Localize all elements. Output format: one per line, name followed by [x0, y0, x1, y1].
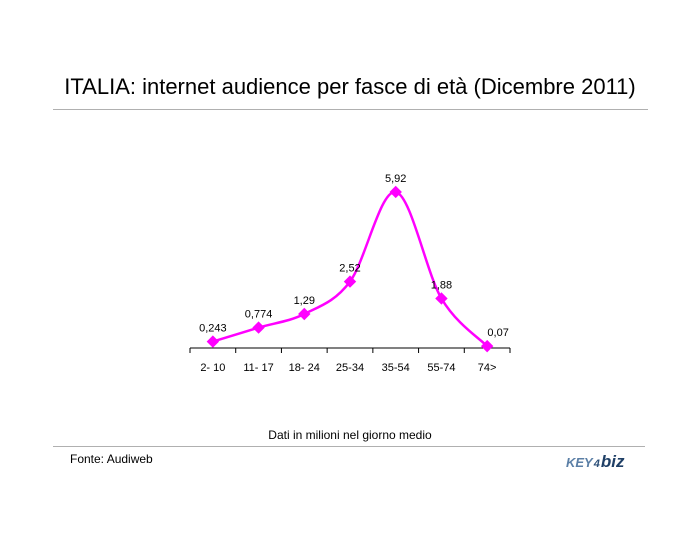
data-label: 0,07: [487, 327, 508, 339]
x-tick-label: 25-34: [336, 362, 364, 374]
data-point-marker: [252, 321, 265, 334]
line-chart: 2- 10 11- 17 18- 24 25-34 35-54 55-74 74> 0,243…: [189, 173, 511, 374]
x-tick-label: 55-74: [427, 362, 455, 374]
logo-four-text: 4: [593, 458, 600, 470]
data-label: 2,52: [339, 263, 360, 275]
footer-divider: [53, 446, 645, 447]
data-point-marker: [389, 185, 402, 199]
x-tick-label: 35-54: [382, 362, 410, 374]
chart-title: ITALIA: internet audience per fasce di e…: [64, 74, 636, 99]
title-divider: [53, 109, 648, 110]
data-label: 5,92: [385, 173, 406, 185]
key4biz-logo: KEY 4 biz: [566, 452, 624, 472]
x-tick-label: 2- 10: [200, 362, 225, 374]
data-point-marker: [206, 335, 220, 348]
chart-note: Dati in milioni nel giorno medio: [268, 428, 432, 442]
logo-biz-text: biz: [600, 452, 625, 471]
data-label: 1,88: [431, 279, 452, 291]
data-point-marker: [343, 275, 357, 288]
logo-key-text: KEY: [566, 455, 593, 470]
data-label: 0,774: [245, 309, 273, 321]
x-tick-label: 74>: [478, 362, 497, 374]
x-tick-label: 18- 24: [289, 362, 320, 374]
data-point-marker: [480, 339, 494, 353]
source-label: Fonte: Audiweb: [70, 452, 153, 466]
data-label: 0,243: [199, 323, 227, 335]
x-tick-label: 11- 17: [243, 362, 273, 374]
data-point-marker: [435, 292, 448, 305]
data-label: 1,29: [294, 295, 315, 307]
data-point-marker: [298, 307, 311, 321]
